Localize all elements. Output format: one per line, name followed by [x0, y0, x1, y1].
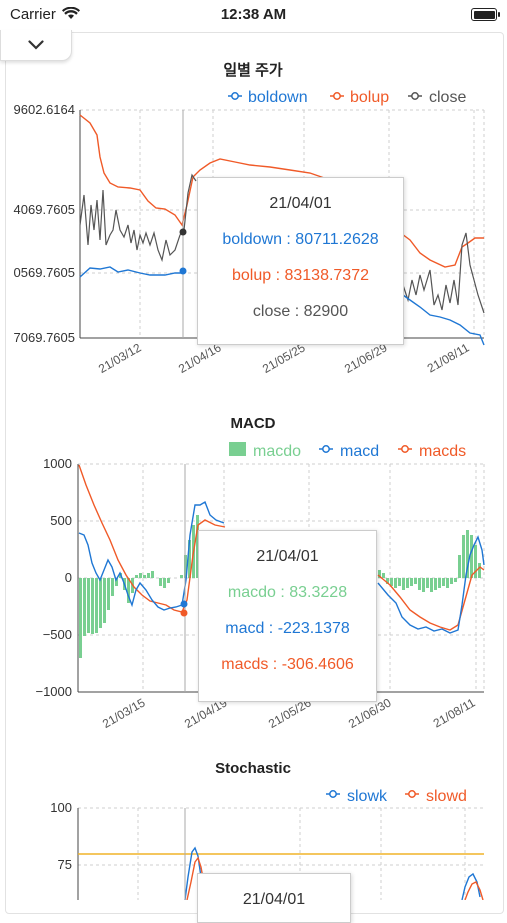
y-tick-label: 500 [50, 513, 72, 528]
y-tick-label: 4069.7605 [14, 202, 75, 217]
svg-text:macd: macd [340, 443, 379, 460]
y-tick-label: 0 [65, 570, 72, 585]
series-close [79, 173, 197, 263]
legend-item-macds[interactable]: macds [398, 443, 466, 460]
series-slowd [186, 856, 205, 901]
svg-text:slowd: slowd [426, 788, 467, 805]
legend-item-boldown[interactable]: boldown [228, 89, 308, 106]
carrier-label: Carrier [10, 6, 56, 23]
grid [78, 807, 484, 900]
stochastic-chart-svg: Stochastic slowk slowd 100 75 [50, 760, 484, 901]
y-tick-label: −500 [43, 627, 72, 642]
tooltip-bolup: bolup : 83138.7372 [231, 267, 369, 284]
price-chart-svg: 일별 주가 boldown bolup close 960 [14, 61, 485, 376]
series-close-right [402, 232, 485, 314]
chevron-down-icon [28, 40, 44, 50]
series-boldown [79, 266, 182, 278]
series-bolup [79, 114, 484, 268]
svg-text:boldown: boldown [248, 89, 308, 106]
legend-item-macd[interactable]: macd [319, 443, 379, 460]
collapse-toggle[interactable] [0, 30, 72, 61]
hover-point-macds [180, 609, 188, 617]
tooltip-date: 21/04/01 [256, 548, 319, 565]
y-tick-label: 0569.7605 [14, 265, 75, 280]
y-tick-label: 75 [58, 857, 72, 872]
legend-item-bolup[interactable]: bolup [330, 89, 389, 106]
hover-point-macd [180, 600, 188, 608]
stochastic-tooltip: 21/04/01 [197, 873, 351, 923]
svg-text:macdo: macdo [253, 443, 301, 460]
hover-point-close [179, 228, 187, 236]
svg-text:bolup: bolup [350, 89, 389, 106]
tooltip-date: 21/04/01 [242, 891, 306, 908]
y-tick-label: 9602.6164 [14, 102, 75, 117]
x-tick-label: 21/06/29 [342, 340, 390, 376]
x-tick-label: 21/03/12 [96, 340, 144, 376]
x-tick-label: 21/08/11 [425, 340, 472, 375]
macd-chart-svg: MACD macdo macd macds 1000 500 0 [35, 415, 485, 731]
legend-item-macdo[interactable]: macdo [229, 442, 301, 460]
x-tick-label: 21/04/16 [176, 340, 224, 376]
x-tick-label: 21/03/15 [100, 695, 148, 731]
chart-title: MACD [231, 415, 276, 432]
chart-title: 일별 주가 [223, 61, 283, 79]
x-tick-label: 21/05/25 [260, 340, 308, 376]
y-tick-label: −1000 [35, 684, 72, 699]
tooltip-macdo: macdo : 83.3228 [227, 584, 348, 601]
svg-text:slowk: slowk [347, 788, 388, 805]
price-tooltip: 21/04/01 boldown : 80711.2628 bolup : 83… [197, 177, 404, 345]
series-slowd-right [464, 881, 484, 901]
legend-item-slowd[interactable]: slowd [405, 788, 467, 805]
tooltip-date: 21/04/01 [269, 195, 332, 212]
y-tick-label: 1000 [43, 456, 72, 471]
tooltip-close: close : 82900 [252, 303, 349, 320]
stochastic-chart: Stochastic slowk slowd 100 75 21/04/01 [0, 752, 507, 923]
wifi-icon [62, 7, 80, 19]
legend-item-slowk[interactable]: slowk [326, 788, 388, 805]
svg-text:close: close [429, 89, 466, 106]
battery-icon [471, 8, 500, 21]
y-tick-label: 100 [50, 800, 72, 815]
tooltip-macds: macds : -306.4606 [221, 656, 354, 673]
legend-item-close[interactable]: close [408, 89, 466, 106]
tooltip-macd: macd : -223.1378 [225, 620, 350, 637]
hover-point-boldown [179, 267, 187, 275]
chart-title: Stochastic [215, 760, 291, 777]
macd-tooltip: 21/04/01 macdo : 83.3228 macd : -223.137… [198, 530, 377, 702]
series-macds-right [377, 566, 485, 631]
tooltip-boldown: boldown : 80711.2628 [222, 231, 379, 248]
clock-time: 12:38 AM [220, 6, 287, 23]
svg-text:macds: macds [419, 443, 466, 460]
price-chart: 일별 주가 boldown bolup close 960 [0, 55, 507, 395]
series-macd [78, 500, 225, 611]
series-boldown-right [402, 294, 485, 346]
grid [80, 109, 485, 338]
y-tick-label: 7069.7605 [14, 330, 75, 345]
series-macd-right [377, 535, 485, 634]
status-bar: Carrier 12:38 AM [0, 0, 507, 30]
macd-chart: MACD macdo macd macds 1000 500 0 [0, 405, 507, 750]
x-tick-label: 21/08/11 [431, 695, 478, 730]
